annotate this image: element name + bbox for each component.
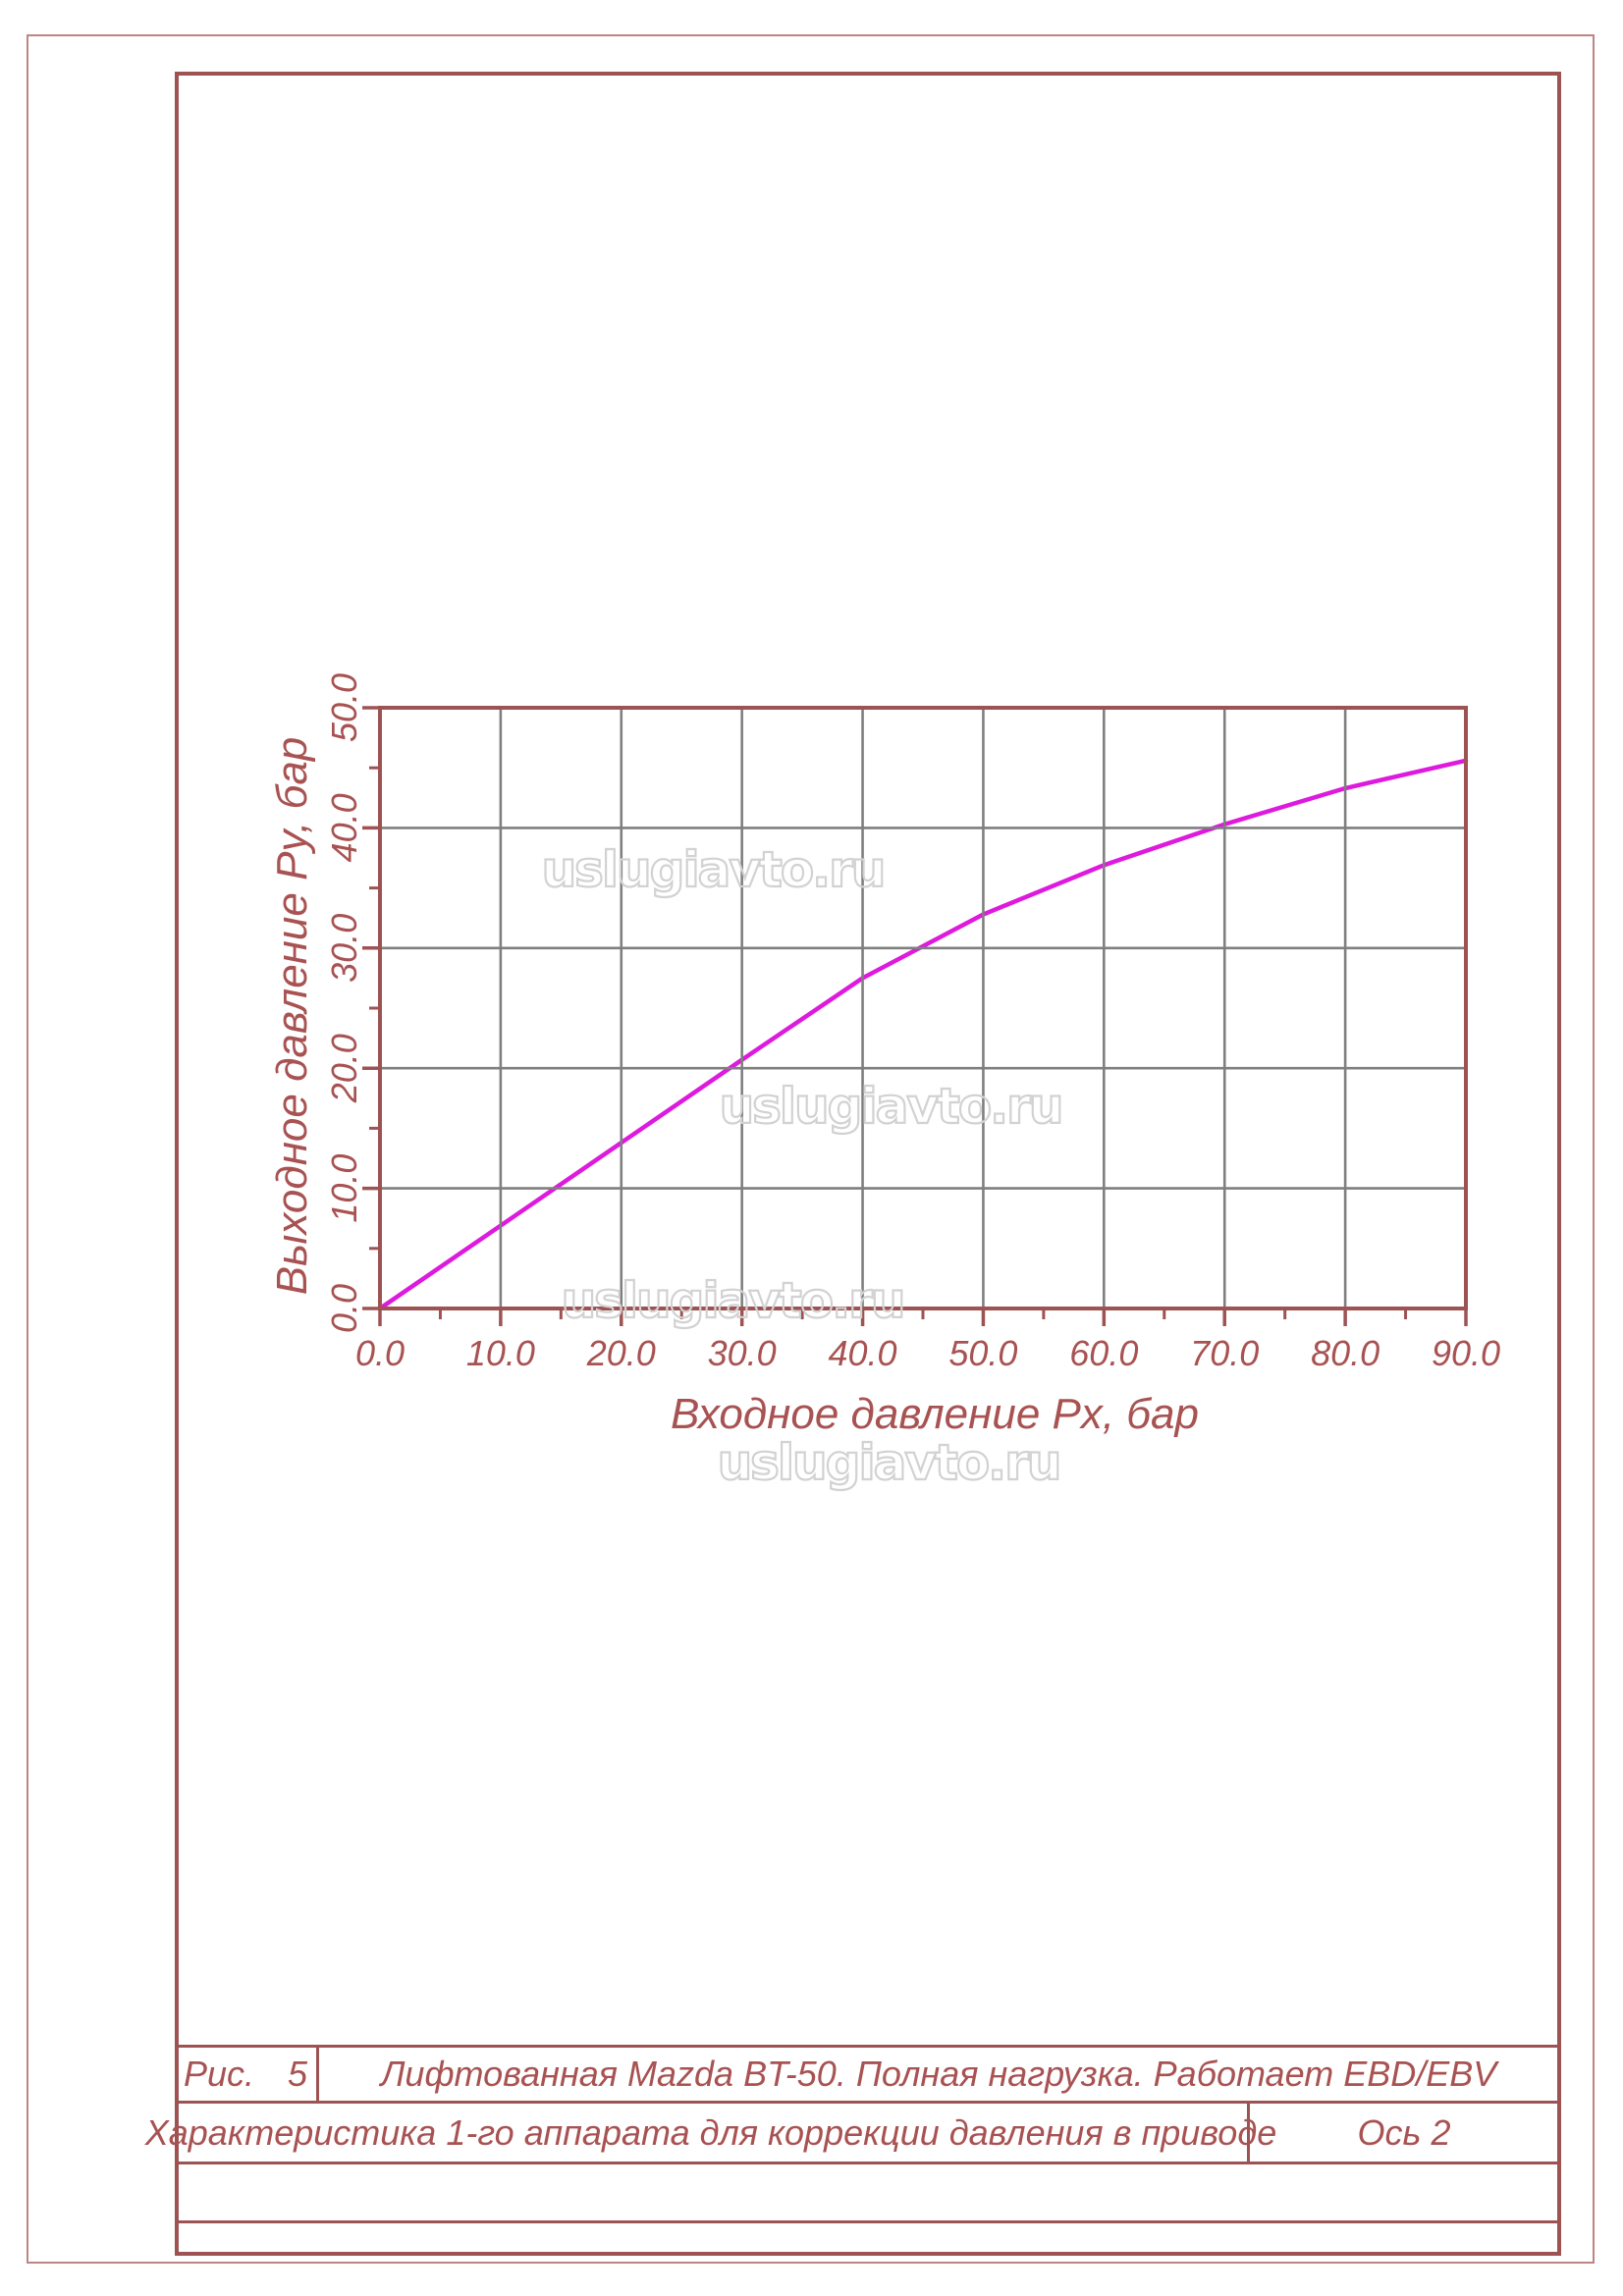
figure-label: Рис. <box>183 2054 254 2094</box>
y-tick-label: 10.0 <box>324 1154 364 1223</box>
x-tick-label: 90.0 <box>1432 1333 1500 1373</box>
x-tick-label: 70.0 <box>1190 1333 1259 1373</box>
data-curve <box>377 758 1469 1311</box>
title-block-line <box>175 2162 1561 2164</box>
x-tick-label: 60.0 <box>1069 1333 1138 1373</box>
x-tick-label: 80.0 <box>1311 1333 1380 1373</box>
characteristic-title-cell: Характеристика 1-го аппарата для коррекц… <box>144 2111 1277 2153</box>
x-tick-label: 50.0 <box>948 1333 1017 1373</box>
x-tick-label: 0.0 <box>355 1333 405 1373</box>
y-tick-label: 50.0 <box>324 673 364 742</box>
x-tick-label: 10.0 <box>466 1333 535 1373</box>
title-block-divider <box>1247 2101 1250 2162</box>
x-tick-label: 30.0 <box>708 1333 777 1373</box>
title-block-divider <box>316 2045 319 2101</box>
title-block: Рис. 5 Лифтованная Mazda BT-50. Полная н… <box>144 2045 1561 2256</box>
y-tick-label: 30.0 <box>324 914 364 983</box>
x-tick-label: 40.0 <box>829 1333 897 1373</box>
plot-frame <box>378 706 1468 1310</box>
figure-number: 5 <box>288 2054 308 2094</box>
y-axis-title: Выходное давление Py, бар <box>268 737 316 1296</box>
x-axis-title: Входное давление Px, бар <box>671 1390 1199 1438</box>
figure-number-cell: Рис. 5 <box>175 2048 316 2101</box>
axis-number-cell: Ось 2 <box>1357 2111 1451 2153</box>
page-outer-border <box>27 34 1595 2264</box>
x-tick-label: 20.0 <box>586 1333 656 1373</box>
title-block-line <box>175 2045 1561 2048</box>
title-block-line <box>175 2220 1561 2223</box>
figure-title-cell: Лифтованная Mazda BT-50. Полная нагрузка… <box>380 2054 1497 2094</box>
drawing-frame <box>175 72 1561 2256</box>
y-tick-label: 20.0 <box>324 1034 364 1103</box>
y-tick-label: 0.0 <box>324 1284 364 1333</box>
y-tick-label: 40.0 <box>324 793 364 862</box>
title-block-line <box>175 2101 1561 2104</box>
